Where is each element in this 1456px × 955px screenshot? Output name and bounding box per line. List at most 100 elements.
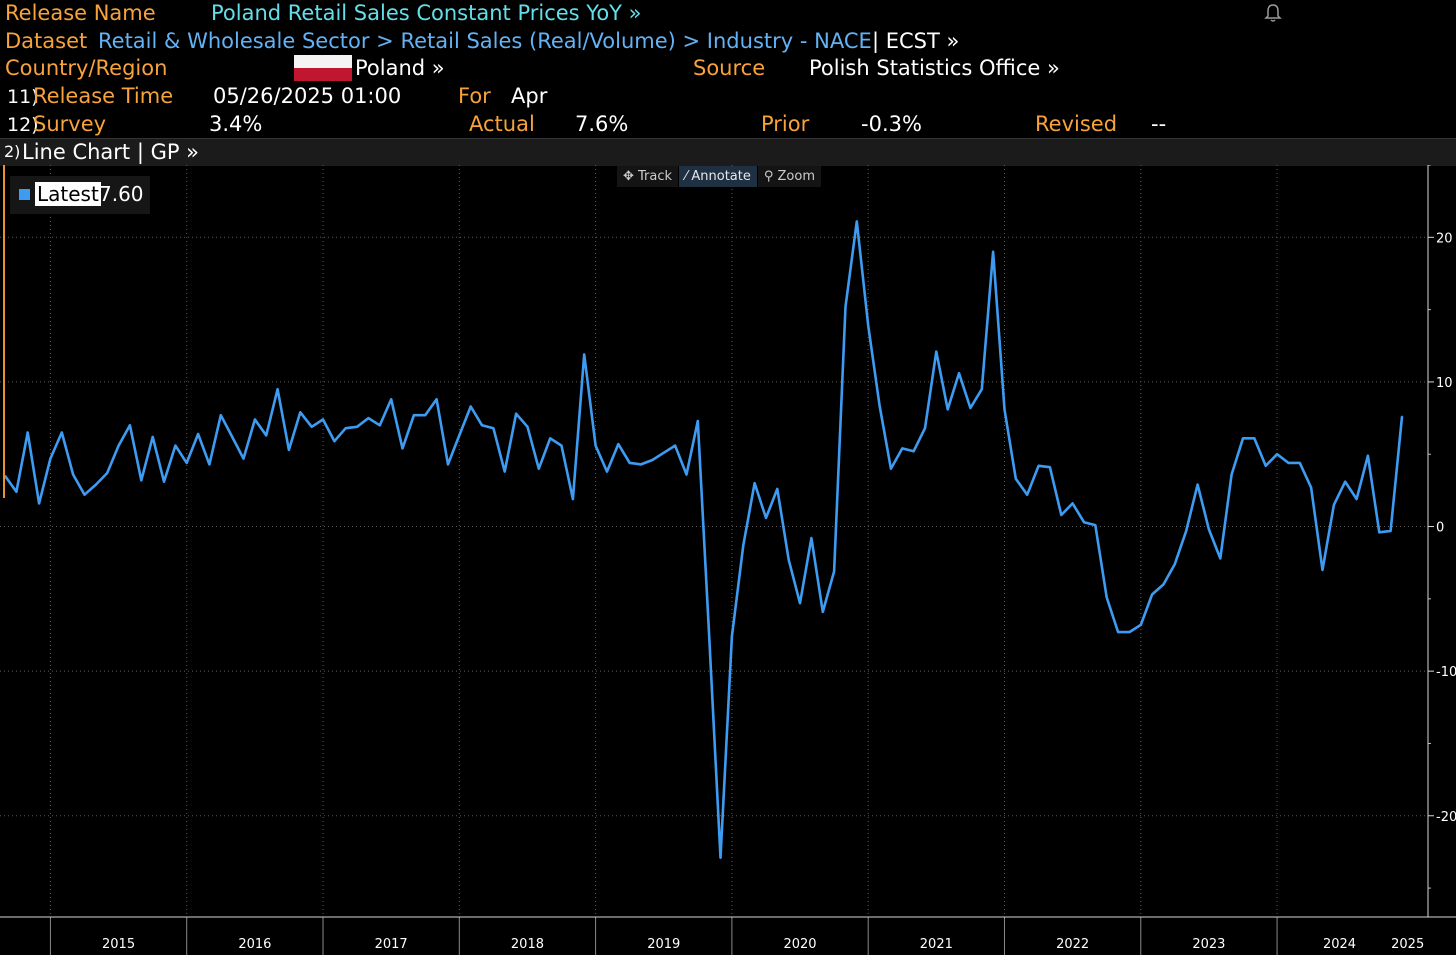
data-point[interactable]: [765, 516, 767, 519]
data-point[interactable]: [1264, 464, 1267, 467]
data-point[interactable]: [94, 483, 97, 486]
survey-label[interactable]: Survey: [33, 112, 107, 136]
data-point[interactable]: [1037, 464, 1040, 467]
data-point[interactable]: [401, 447, 404, 450]
data-point[interactable]: [946, 408, 949, 411]
release-name-link[interactable]: Poland Retail Sales Constant Prices YoY …: [211, 1, 642, 25]
data-point[interactable]: [117, 444, 120, 447]
data-point[interactable]: [640, 463, 642, 466]
data-point[interactable]: [140, 479, 143, 482]
zoom-button[interactable]: ⚲ Zoom: [757, 166, 821, 187]
data-point[interactable]: [49, 457, 52, 460]
data-point[interactable]: [1105, 596, 1108, 599]
data-point[interactable]: [1048, 466, 1051, 469]
data-point[interactable]: [924, 427, 926, 430]
data-point[interactable]: [821, 610, 824, 613]
data-point[interactable]: [730, 635, 733, 638]
data-point[interactable]: [287, 448, 290, 451]
data-point[interactable]: [833, 570, 836, 573]
data-point[interactable]: [753, 482, 756, 485]
data-point[interactable]: [1117, 631, 1120, 634]
data-point[interactable]: [83, 493, 86, 496]
data-point[interactable]: [378, 424, 381, 427]
data-point[interactable]: [322, 418, 324, 421]
chart-legend[interactable]: Latest 7.60: [10, 176, 150, 214]
data-point[interactable]: [1094, 524, 1097, 527]
data-point[interactable]: [1026, 493, 1029, 496]
data-point[interactable]: [969, 407, 972, 409]
data-point[interactable]: [662, 451, 665, 454]
data-point[interactable]: [15, 490, 18, 493]
data-point[interactable]: [1071, 502, 1074, 505]
data-point[interactable]: [344, 427, 347, 430]
data-point[interactable]: [1128, 631, 1131, 634]
data-point[interactable]: [1389, 529, 1392, 532]
data-point[interactable]: [447, 463, 449, 466]
country-link[interactable]: Poland »: [355, 56, 445, 80]
data-point[interactable]: [174, 444, 177, 447]
data-point[interactable]: [537, 467, 540, 470]
data-point[interactable]: [1332, 503, 1335, 506]
release-time-number[interactable]: 11): [7, 86, 39, 108]
data-point[interactable]: [674, 444, 677, 447]
data-point[interactable]: [38, 502, 41, 505]
data-point[interactable]: [617, 443, 620, 446]
release-time-label[interactable]: Release Time: [33, 84, 174, 108]
data-point[interactable]: [526, 425, 529, 428]
data-point[interactable]: [469, 405, 472, 408]
data-point[interactable]: [1196, 483, 1199, 486]
data-point[interactable]: [606, 470, 608, 473]
chart-bar-number[interactable]: 2): [4, 142, 21, 161]
data-point[interactable]: [492, 427, 495, 430]
data-point[interactable]: [367, 417, 370, 420]
data-point[interactable]: [208, 463, 211, 466]
data-point[interactable]: [776, 487, 779, 490]
data-point[interactable]: [1287, 461, 1290, 464]
data-point[interactable]: [1003, 408, 1006, 411]
annotate-button[interactable]: ⁄ Annotate: [679, 166, 757, 187]
data-point[interactable]: [901, 447, 904, 450]
data-point[interactable]: [549, 437, 552, 440]
data-point[interactable]: [1060, 514, 1063, 516]
data-point[interactable]: [1014, 477, 1017, 480]
data-point[interactable]: [72, 473, 75, 476]
data-point[interactable]: [185, 461, 188, 464]
data-point[interactable]: [742, 544, 745, 547]
data-point[interactable]: [855, 220, 858, 223]
bell-icon[interactable]: [1262, 2, 1284, 24]
data-point[interactable]: [708, 635, 711, 638]
data-point[interactable]: [799, 602, 801, 605]
data-point[interactable]: [958, 372, 960, 375]
data-point[interactable]: [992, 250, 995, 253]
data-point[interactable]: [685, 473, 688, 476]
dataset-path-link[interactable]: Retail & Wholesale Sector > Retail Sales…: [98, 29, 872, 53]
chart-bar-title[interactable]: Line Chart | GP »: [22, 140, 200, 164]
data-point[interactable]: [1185, 529, 1188, 532]
data-point[interactable]: [867, 324, 870, 327]
data-point[interactable]: [151, 435, 154, 438]
data-point[interactable]: [571, 498, 574, 501]
data-point[interactable]: [719, 856, 722, 859]
data-point[interactable]: [583, 353, 586, 356]
cursor-line[interactable]: [3, 165, 5, 498]
data-point[interactable]: [106, 472, 109, 474]
data-point[interactable]: [1276, 453, 1279, 456]
data-point[interactable]: [1401, 415, 1403, 418]
data-point[interactable]: [356, 425, 359, 428]
data-point[interactable]: [265, 434, 268, 437]
data-point[interactable]: [1378, 531, 1381, 534]
data-point[interactable]: [1242, 437, 1244, 440]
data-point[interactable]: [231, 435, 234, 438]
data-point[interactable]: [197, 433, 200, 435]
data-point[interactable]: [1173, 563, 1176, 566]
data-point[interactable]: [560, 444, 563, 447]
data-point[interactable]: [651, 459, 654, 461]
data-point[interactable]: [163, 480, 165, 483]
data-point[interactable]: [128, 424, 131, 427]
data-point[interactable]: [1366, 454, 1369, 457]
data-point[interactable]: [1355, 498, 1358, 501]
data-point[interactable]: [844, 305, 847, 308]
data-point[interactable]: [26, 431, 29, 434]
data-point[interactable]: [299, 411, 302, 414]
data-point[interactable]: [1083, 521, 1085, 524]
